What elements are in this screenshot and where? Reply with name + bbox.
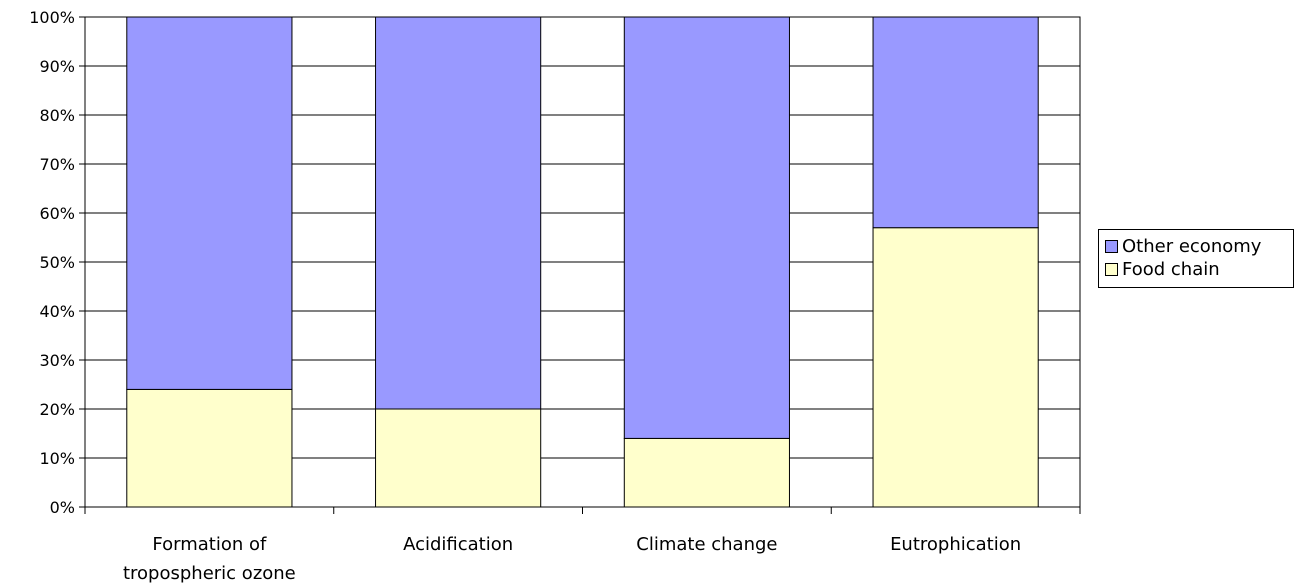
bar-other-economy-climate-change: [623, 16, 790, 439]
y-tick-label: 20%: [39, 400, 75, 419]
y-tick-label: 10%: [39, 449, 75, 468]
x-tick-label-eutrophication: Eutrophication: [890, 534, 1021, 555]
x-tick-label-acidification: Acidification: [403, 534, 513, 555]
y-tick-label: 40%: [39, 302, 75, 321]
legend-swatch-food-chain: [1105, 263, 1118, 276]
bars: [126, 16, 1039, 508]
legend-item-food-chain: Food chain: [1105, 258, 1293, 281]
y-tick-label: 60%: [39, 204, 75, 223]
y-tick-label: 70%: [39, 155, 75, 174]
bar-food-chain-climate-change: [623, 437, 790, 508]
legend-label-food-chain: Food chain: [1122, 259, 1220, 280]
y-tick-label: 90%: [39, 57, 75, 76]
x-tick-label-climate-change: Climate change: [636, 534, 777, 555]
y-tick-label: 30%: [39, 351, 75, 370]
x-tick-labels: Formation of tropospheric ozone Acidificat…: [123, 534, 1021, 584]
x-tick-label-formation-of-tropospheric-ozone: Formation of tropospheric ozone: [123, 534, 296, 584]
y-tick-labels: 0% 10% 20% 30% 40% 50% 60% 70% 80% 90% 100%: [29, 8, 75, 517]
y-tick-label: 0%: [50, 498, 75, 517]
legend-swatch-other-economy: [1105, 240, 1118, 253]
bar-food-chain-acidification: [375, 408, 542, 508]
bar-other-economy-eutrophication: [872, 16, 1039, 229]
y-tick-label: 50%: [39, 253, 75, 272]
bar-other-economy-formation-of-tropospheric-ozone: [126, 16, 293, 390]
bar-food-chain-formation-of-tropospheric-ozone: [126, 388, 293, 508]
legend-item-other-economy: Other economy: [1105, 235, 1293, 258]
legend-label-other-economy: Other economy: [1122, 236, 1262, 257]
bar-food-chain-eutrophication: [872, 227, 1039, 508]
y-tick-label: 100%: [29, 8, 75, 27]
bar-other-economy-acidification: [375, 16, 542, 410]
y-tick-label: 80%: [39, 106, 75, 125]
axes: [79, 16, 1081, 514]
legend: Other economy Food chain: [1098, 229, 1294, 288]
